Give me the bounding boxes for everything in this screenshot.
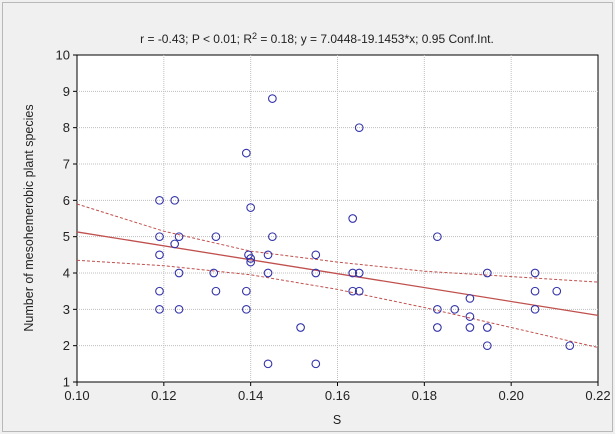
data-point <box>174 232 184 242</box>
data-point <box>241 304 251 314</box>
x-tick-label: 0.10 <box>64 388 89 403</box>
data-point <box>174 304 184 314</box>
ci-upper-line <box>76 203 599 283</box>
data-point <box>450 304 460 314</box>
data-point <box>530 286 540 296</box>
regression-line-group <box>76 231 599 317</box>
data-points <box>155 94 575 369</box>
data-point <box>263 268 273 278</box>
x-tick-label: 0.18 <box>412 388 437 403</box>
chart-title-main: r = -0.43; P < 0.01; R <box>140 32 252 46</box>
data-point <box>263 359 273 369</box>
scatter-chart: r = -0.43; P < 0.01; R2 = 0.18; y = 7.04… <box>22 31 611 427</box>
chart-title-superscript: 2 <box>252 31 257 41</box>
x-tick-label: 0.22 <box>585 388 610 403</box>
data-point <box>155 232 164 242</box>
data-point <box>465 294 475 303</box>
y-tick-label: 4 <box>63 266 70 281</box>
y-tick-label: 2 <box>63 338 70 353</box>
data-point <box>170 195 180 205</box>
ci-lower-line <box>76 259 599 348</box>
data-point <box>565 341 575 351</box>
data-point <box>311 359 321 369</box>
data-point <box>433 323 442 332</box>
data-point <box>348 214 358 223</box>
regression-line <box>76 231 599 317</box>
confidence-interval-lines <box>76 203 599 348</box>
chart-title: r = -0.43; P < 0.01; R2 = 0.18; y = 7.04… <box>140 31 494 46</box>
y-tick-label: 6 <box>63 193 70 208</box>
data-point <box>433 232 442 242</box>
data-point <box>482 341 492 351</box>
data-point <box>263 250 273 260</box>
data-point <box>211 232 221 242</box>
y-tick-label: 3 <box>63 302 70 317</box>
data-point <box>552 286 562 296</box>
data-point <box>155 250 164 260</box>
y-tick-label: 7 <box>63 157 70 172</box>
data-point <box>246 257 256 267</box>
data-point <box>155 286 164 296</box>
x-tick-label: 0.14 <box>238 388 263 403</box>
data-point <box>211 286 221 296</box>
x-axis-label: S <box>333 413 341 427</box>
data-point <box>246 203 256 212</box>
data-point <box>482 268 492 278</box>
data-point <box>241 148 251 158</box>
y-tick-label: 8 <box>63 120 70 135</box>
data-point <box>311 250 321 260</box>
data-point <box>311 268 321 278</box>
y-tick-label: 1 <box>63 375 70 390</box>
data-point <box>155 304 164 314</box>
data-point <box>530 304 540 314</box>
data-point <box>241 286 251 296</box>
x-axis-ticks: 0.10 0.12 0.14 0.16 0.18 0.20 0.22 <box>64 382 611 403</box>
y-tick-label: 9 <box>63 84 70 99</box>
data-point <box>482 323 492 332</box>
data-point <box>174 268 184 278</box>
plot-area <box>76 54 599 383</box>
data-point <box>465 312 475 321</box>
data-point <box>465 323 475 332</box>
data-point <box>348 268 358 278</box>
data-point <box>209 268 219 278</box>
x-tick-label: 0.20 <box>499 388 524 403</box>
data-point <box>296 323 305 332</box>
data-point <box>530 268 540 278</box>
data-point <box>170 239 180 249</box>
y-tick-label: 10 <box>56 48 70 63</box>
y-axis-label: Number of mesohemerobic plant species <box>22 104 36 331</box>
data-point <box>354 123 364 133</box>
data-point <box>354 268 364 278</box>
data-point <box>268 94 277 103</box>
data-point <box>155 195 164 205</box>
data-point <box>354 286 364 296</box>
data-point <box>246 254 256 263</box>
x-tick-label: 0.16 <box>325 388 350 403</box>
x-tick-label: 0.12 <box>151 388 176 403</box>
y-tick-label: 5 <box>63 229 70 244</box>
chart-title-rest: = 0.18; y = 7.0448-19.1453*x; 0.95 Conf.… <box>257 32 494 46</box>
data-point <box>433 304 442 314</box>
data-point <box>348 286 358 296</box>
data-point <box>268 232 277 242</box>
grid-lines <box>77 55 598 382</box>
y-axis-ticks: 1 2 3 4 5 6 7 8 9 10 <box>56 48 77 390</box>
